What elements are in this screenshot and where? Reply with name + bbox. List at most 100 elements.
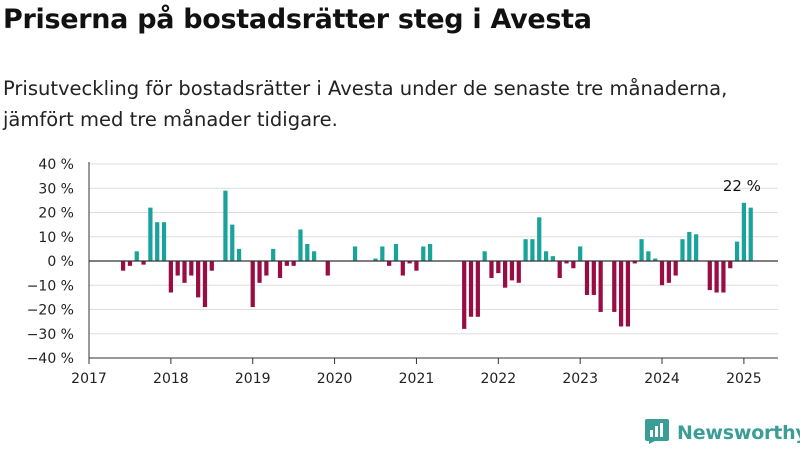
bar (591, 261, 596, 295)
bar (462, 261, 467, 329)
bar (543, 251, 549, 261)
bar (659, 261, 665, 286)
bar (557, 261, 562, 278)
y-tick-label: 20 % (38, 206, 74, 222)
bar (523, 239, 528, 261)
chart-subtitle: Prisutveckling för bostadsrätter i Avest… (3, 77, 728, 131)
bar (653, 258, 658, 261)
bar (223, 190, 228, 261)
bar (468, 261, 474, 317)
y-tick-label: 10 % (38, 230, 74, 246)
x-tick-label: 2018 (153, 371, 189, 387)
bar (584, 261, 590, 295)
bar (625, 261, 631, 327)
bar (537, 217, 542, 261)
bar (646, 251, 651, 261)
bar (741, 202, 747, 261)
latest-value-label: 22 % (723, 177, 761, 195)
bar (612, 261, 617, 312)
bar (571, 261, 576, 269)
bar (516, 261, 521, 283)
bar (564, 261, 569, 264)
bar (694, 234, 699, 261)
axes (88, 162, 778, 364)
bar (387, 261, 392, 266)
bar (748, 207, 753, 261)
bar (305, 244, 310, 261)
bar (325, 261, 330, 276)
bar (414, 261, 419, 271)
bar (393, 244, 399, 261)
y-tick-label: 30 % (38, 181, 74, 197)
bar (175, 261, 180, 276)
x-tick-label: 2022 (480, 371, 516, 387)
bar (161, 222, 167, 261)
bar (407, 261, 412, 264)
bars (120, 190, 753, 329)
bar (236, 248, 242, 262)
bar (666, 261, 671, 283)
y-tick-label: −20 % (27, 303, 74, 319)
bar (598, 261, 603, 312)
x-tick-label: 2024 (644, 371, 680, 387)
bar (209, 261, 214, 271)
bar (155, 222, 160, 261)
bar (312, 251, 317, 261)
bar (427, 244, 433, 261)
annotations: 22 % (723, 177, 761, 195)
bar (168, 261, 173, 293)
y-tick-label: −10 % (27, 278, 74, 294)
bar (291, 261, 296, 266)
x-tick-label: 2025 (726, 371, 762, 387)
bar (618, 261, 624, 327)
bar (230, 224, 235, 262)
bar (264, 261, 269, 276)
bar (475, 261, 480, 317)
bar (120, 261, 126, 271)
bar (380, 246, 385, 261)
y-axis-labels: −40 % −30 % −20 % −10 % 0 % 10 % 20 % 30 % 40 % (27, 157, 74, 367)
bar (373, 258, 378, 261)
bar (482, 251, 487, 261)
bar (298, 229, 303, 261)
bar (639, 239, 644, 261)
bar (687, 231, 692, 261)
bar (578, 246, 583, 261)
bar (134, 251, 139, 261)
x-tick-label: 2017 (71, 371, 107, 387)
bar (721, 261, 726, 293)
bar (271, 248, 276, 262)
newsworthy-logo-icon (644, 418, 670, 448)
x-tick-label: 2019 (235, 371, 271, 387)
bar (250, 261, 255, 308)
bar (509, 261, 515, 281)
bar (196, 261, 201, 298)
bar (277, 261, 283, 278)
bar (530, 239, 535, 261)
chart-title: Priserna på bostadsrätter steg i Avesta (3, 4, 592, 35)
bar (489, 261, 494, 278)
y-tick-label: 0 % (47, 254, 74, 270)
brand-name: Newsworthy (677, 422, 800, 444)
bar (202, 261, 208, 308)
y-tick-label: −40 % (27, 351, 74, 367)
x-tick-label: 2021 (399, 371, 435, 387)
bar (182, 261, 187, 283)
bar (714, 261, 719, 293)
bar (496, 261, 501, 274)
bar (141, 261, 146, 265)
bar (673, 261, 678, 276)
bar (734, 241, 740, 261)
y-tick-label: 40 % (38, 157, 74, 173)
brand-logo: Newsworthy (644, 418, 800, 448)
bar (352, 246, 358, 261)
x-tick-label: 2020 (317, 371, 353, 387)
bar (189, 261, 194, 276)
bar (127, 261, 133, 266)
bar (550, 256, 555, 261)
bar (728, 261, 733, 269)
y-tick-label: −30 % (27, 327, 74, 343)
bar (400, 261, 405, 276)
bar (632, 261, 637, 264)
